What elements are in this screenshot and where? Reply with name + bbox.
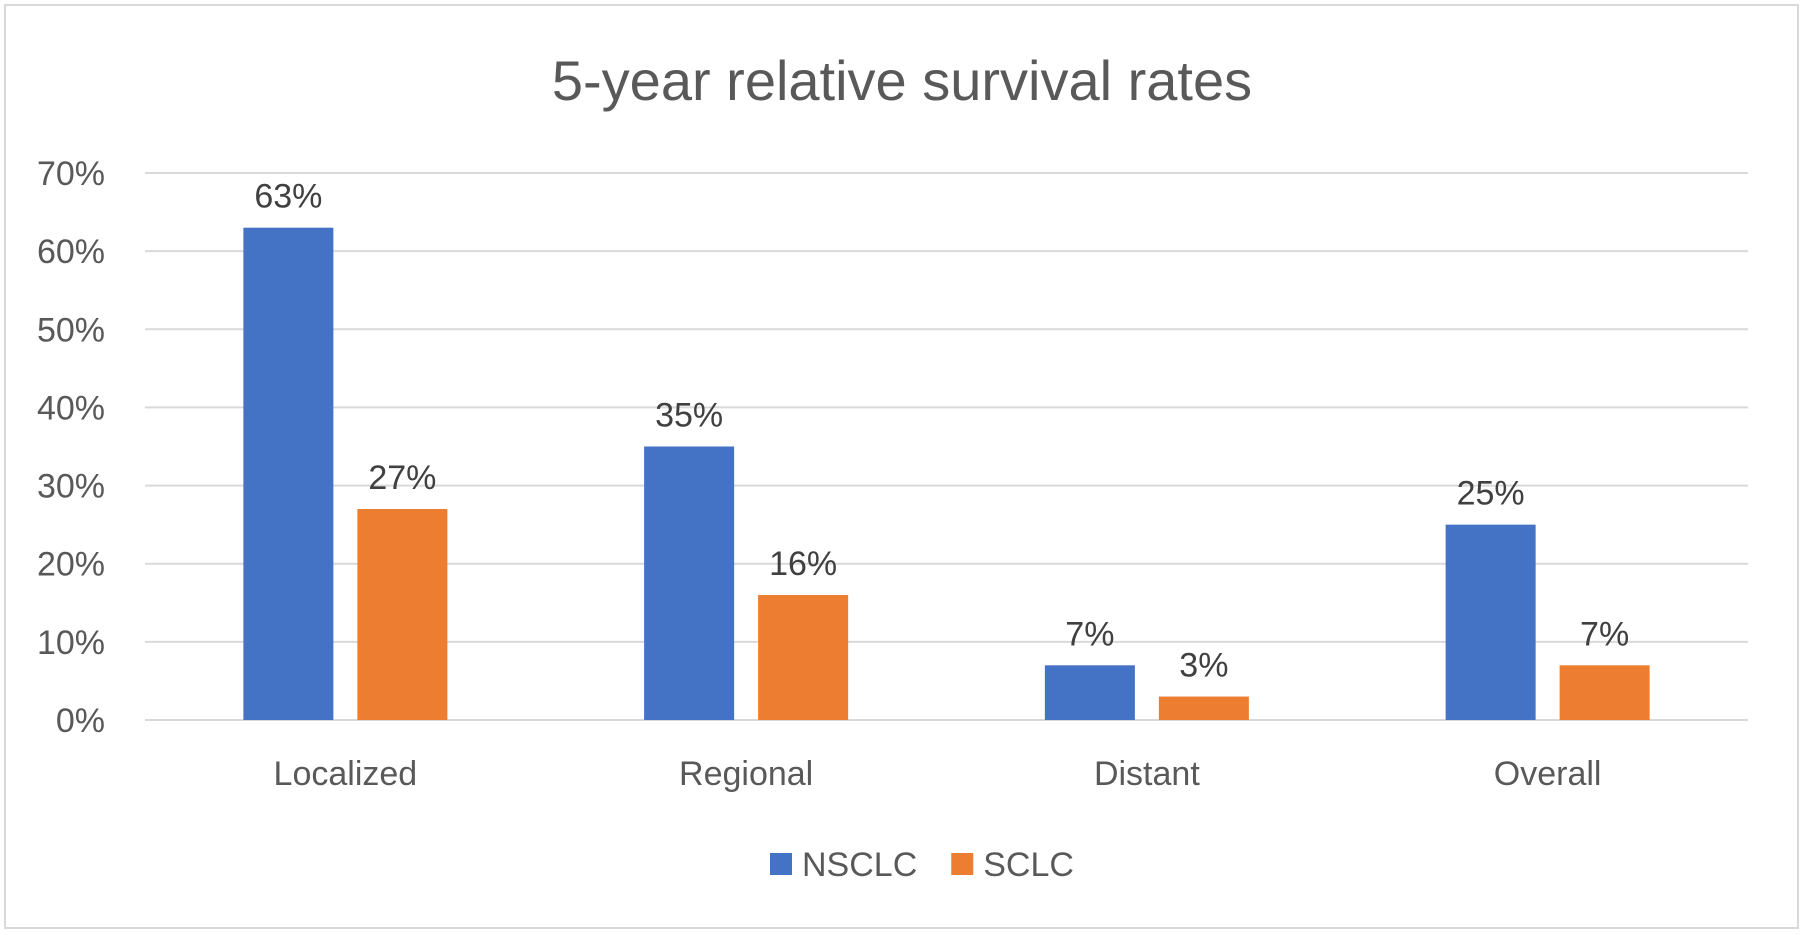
data-label: 25% xyxy=(1457,475,1525,513)
x-axis-category-labels: Localized Regional Distant Overall xyxy=(274,755,1602,793)
data-label: 3% xyxy=(1179,647,1228,685)
bar-nsclc-distant xyxy=(1044,665,1135,720)
data-label: 35% xyxy=(655,397,723,435)
data-label: 27% xyxy=(368,459,436,497)
y-tick-label: 10% xyxy=(37,624,105,662)
bar-sclc-localized xyxy=(357,509,448,720)
bars xyxy=(243,227,1650,720)
legend: NSCLC SCLC xyxy=(770,846,1074,884)
data-label: 7% xyxy=(1580,615,1629,653)
data-labels: 63% 27% 35% 16% 7% 3% 25% 7% xyxy=(254,178,1629,685)
legend-label-nsclc: NSCLC xyxy=(802,846,917,884)
y-tick-label: 0% xyxy=(56,702,105,740)
legend-label-sclc: SCLC xyxy=(983,846,1074,884)
category-label: Overall xyxy=(1494,755,1602,793)
chart-title: 5-year relative survival rates xyxy=(552,49,1252,112)
bar-nsclc-overall xyxy=(1445,524,1536,720)
bar-sclc-overall xyxy=(1559,665,1650,720)
data-label: 16% xyxy=(769,545,837,583)
y-tick-label: 20% xyxy=(37,546,105,584)
data-label: 7% xyxy=(1065,615,1114,653)
legend-swatch-nsclc xyxy=(770,853,792,875)
bar-sclc-distant xyxy=(1158,696,1249,720)
y-tick-label: 60% xyxy=(37,233,105,271)
category-label: Regional xyxy=(679,755,813,793)
bar-sclc-regional xyxy=(758,594,849,720)
category-label: Distant xyxy=(1094,755,1200,793)
category-label: Localized xyxy=(274,755,418,793)
bar-nsclc-regional xyxy=(644,446,735,720)
y-axis-tick-labels: 0% 10% 20% 30% 40% 50% 60% 70% xyxy=(37,155,105,740)
y-tick-label: 50% xyxy=(37,311,105,349)
bar-nsclc-localized xyxy=(243,227,334,720)
y-tick-label: 30% xyxy=(37,468,105,506)
y-tick-label: 70% xyxy=(37,155,105,193)
data-label: 63% xyxy=(254,178,322,216)
legend-swatch-sclc xyxy=(951,853,974,875)
y-tick-label: 40% xyxy=(37,389,105,427)
